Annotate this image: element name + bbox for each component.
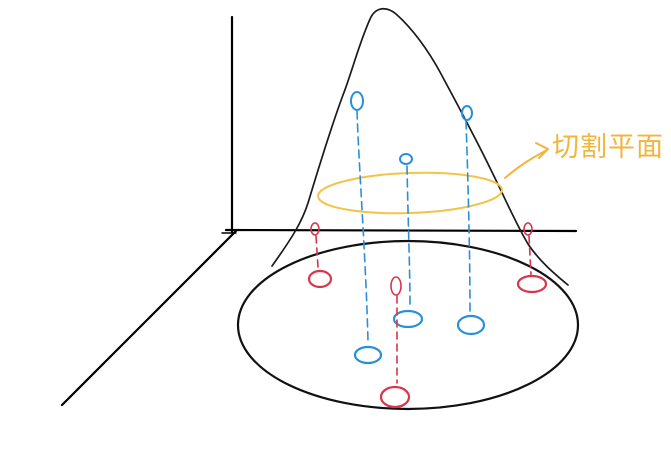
base-points-red (307, 269, 548, 409)
projection-line-left (356, 110, 369, 343)
axes (60, 15, 578, 407)
red-markers-upper (310, 222, 533, 296)
base-point-red-right (516, 274, 548, 294)
horizontal-axis (224, 228, 578, 233)
cone-outline (271, 7, 569, 286)
projection-lines-blue (356, 110, 471, 343)
upper-points (350, 91, 473, 165)
red-marker-center (390, 276, 402, 296)
upper-point-middle (399, 153, 413, 165)
base-point-red-bottom (379, 385, 411, 409)
annotation-arrow (504, 142, 549, 179)
projection-lines-red (315, 235, 532, 384)
base-point-red-left (307, 269, 333, 289)
base-points-blue (353, 309, 486, 365)
upper-point-left (350, 91, 364, 111)
red-marker-right (523, 222, 533, 236)
depth-axis (60, 229, 238, 407)
base-point-blue-right (456, 314, 486, 336)
red-marker-left (310, 222, 320, 236)
cutting-plane-ellipse (317, 171, 503, 215)
base-point-blue-left (353, 345, 383, 365)
base-point-blue-middle (392, 309, 424, 329)
projection-line-red-right (528, 235, 532, 276)
upper-point-right (461, 105, 473, 121)
projection-line-red-left (315, 235, 319, 268)
cutting-plane-label: 切割平面 (552, 132, 664, 163)
cone-base-ellipse (236, 239, 580, 411)
projection-line-middle (406, 165, 411, 307)
projection-line-right (465, 120, 471, 315)
